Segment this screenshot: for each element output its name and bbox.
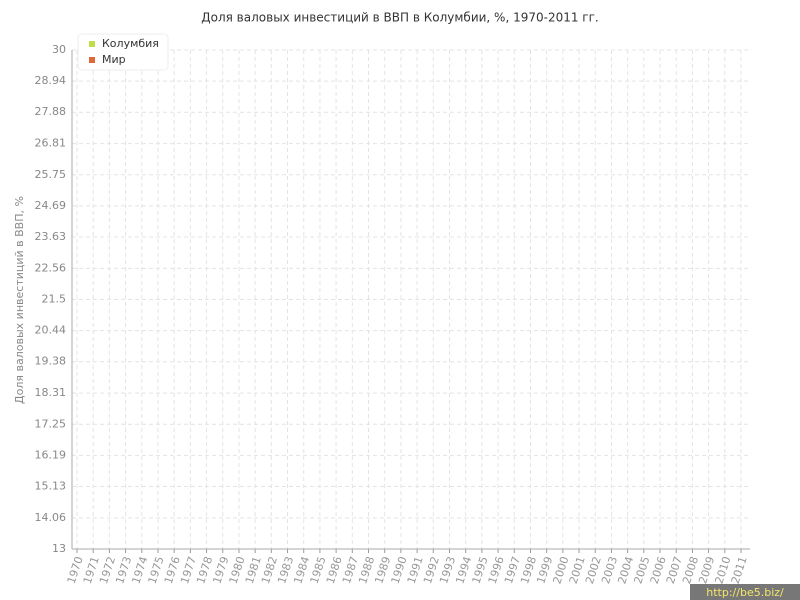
y-tick-label: 15.13 — [35, 479, 67, 492]
watermark: http://be5.biz/ — [706, 586, 784, 599]
y-tick-label: 14.06 — [35, 511, 67, 524]
y-tick-label: 24.69 — [35, 199, 67, 212]
y-tick-label: 26.81 — [35, 137, 67, 150]
legend-swatch — [89, 57, 95, 63]
y-tick-label: 30 — [52, 43, 66, 56]
y-tick-label: 28.94 — [35, 74, 67, 87]
y-tick-label: 17.25 — [35, 417, 67, 430]
watermark-bg — [690, 584, 800, 600]
chart-title: Доля валовых инвестиций в ВВП в Колумбии… — [201, 11, 598, 25]
legend-label: Мир — [102, 53, 126, 66]
y-axis-label: Доля валовых инвестиций в ВВП, % — [13, 196, 26, 404]
y-tick-label: 18.31 — [35, 386, 67, 399]
y-tick-label: 21.5 — [42, 293, 67, 306]
y-tick-label: 22.56 — [35, 261, 67, 274]
y-tick-label: 20.44 — [35, 324, 67, 337]
y-tick-label: 27.88 — [35, 105, 67, 118]
legend-box — [77, 33, 169, 71]
legend-label: Колумбия — [102, 37, 159, 50]
y-tick-label: 25.75 — [35, 168, 67, 181]
y-tick-label: 16.19 — [35, 448, 67, 461]
y-tick-label: 19.38 — [35, 355, 67, 368]
legend-swatch — [89, 41, 95, 47]
y-tick-label: 23.63 — [35, 230, 67, 243]
y-tick-label: 13 — [52, 542, 66, 555]
